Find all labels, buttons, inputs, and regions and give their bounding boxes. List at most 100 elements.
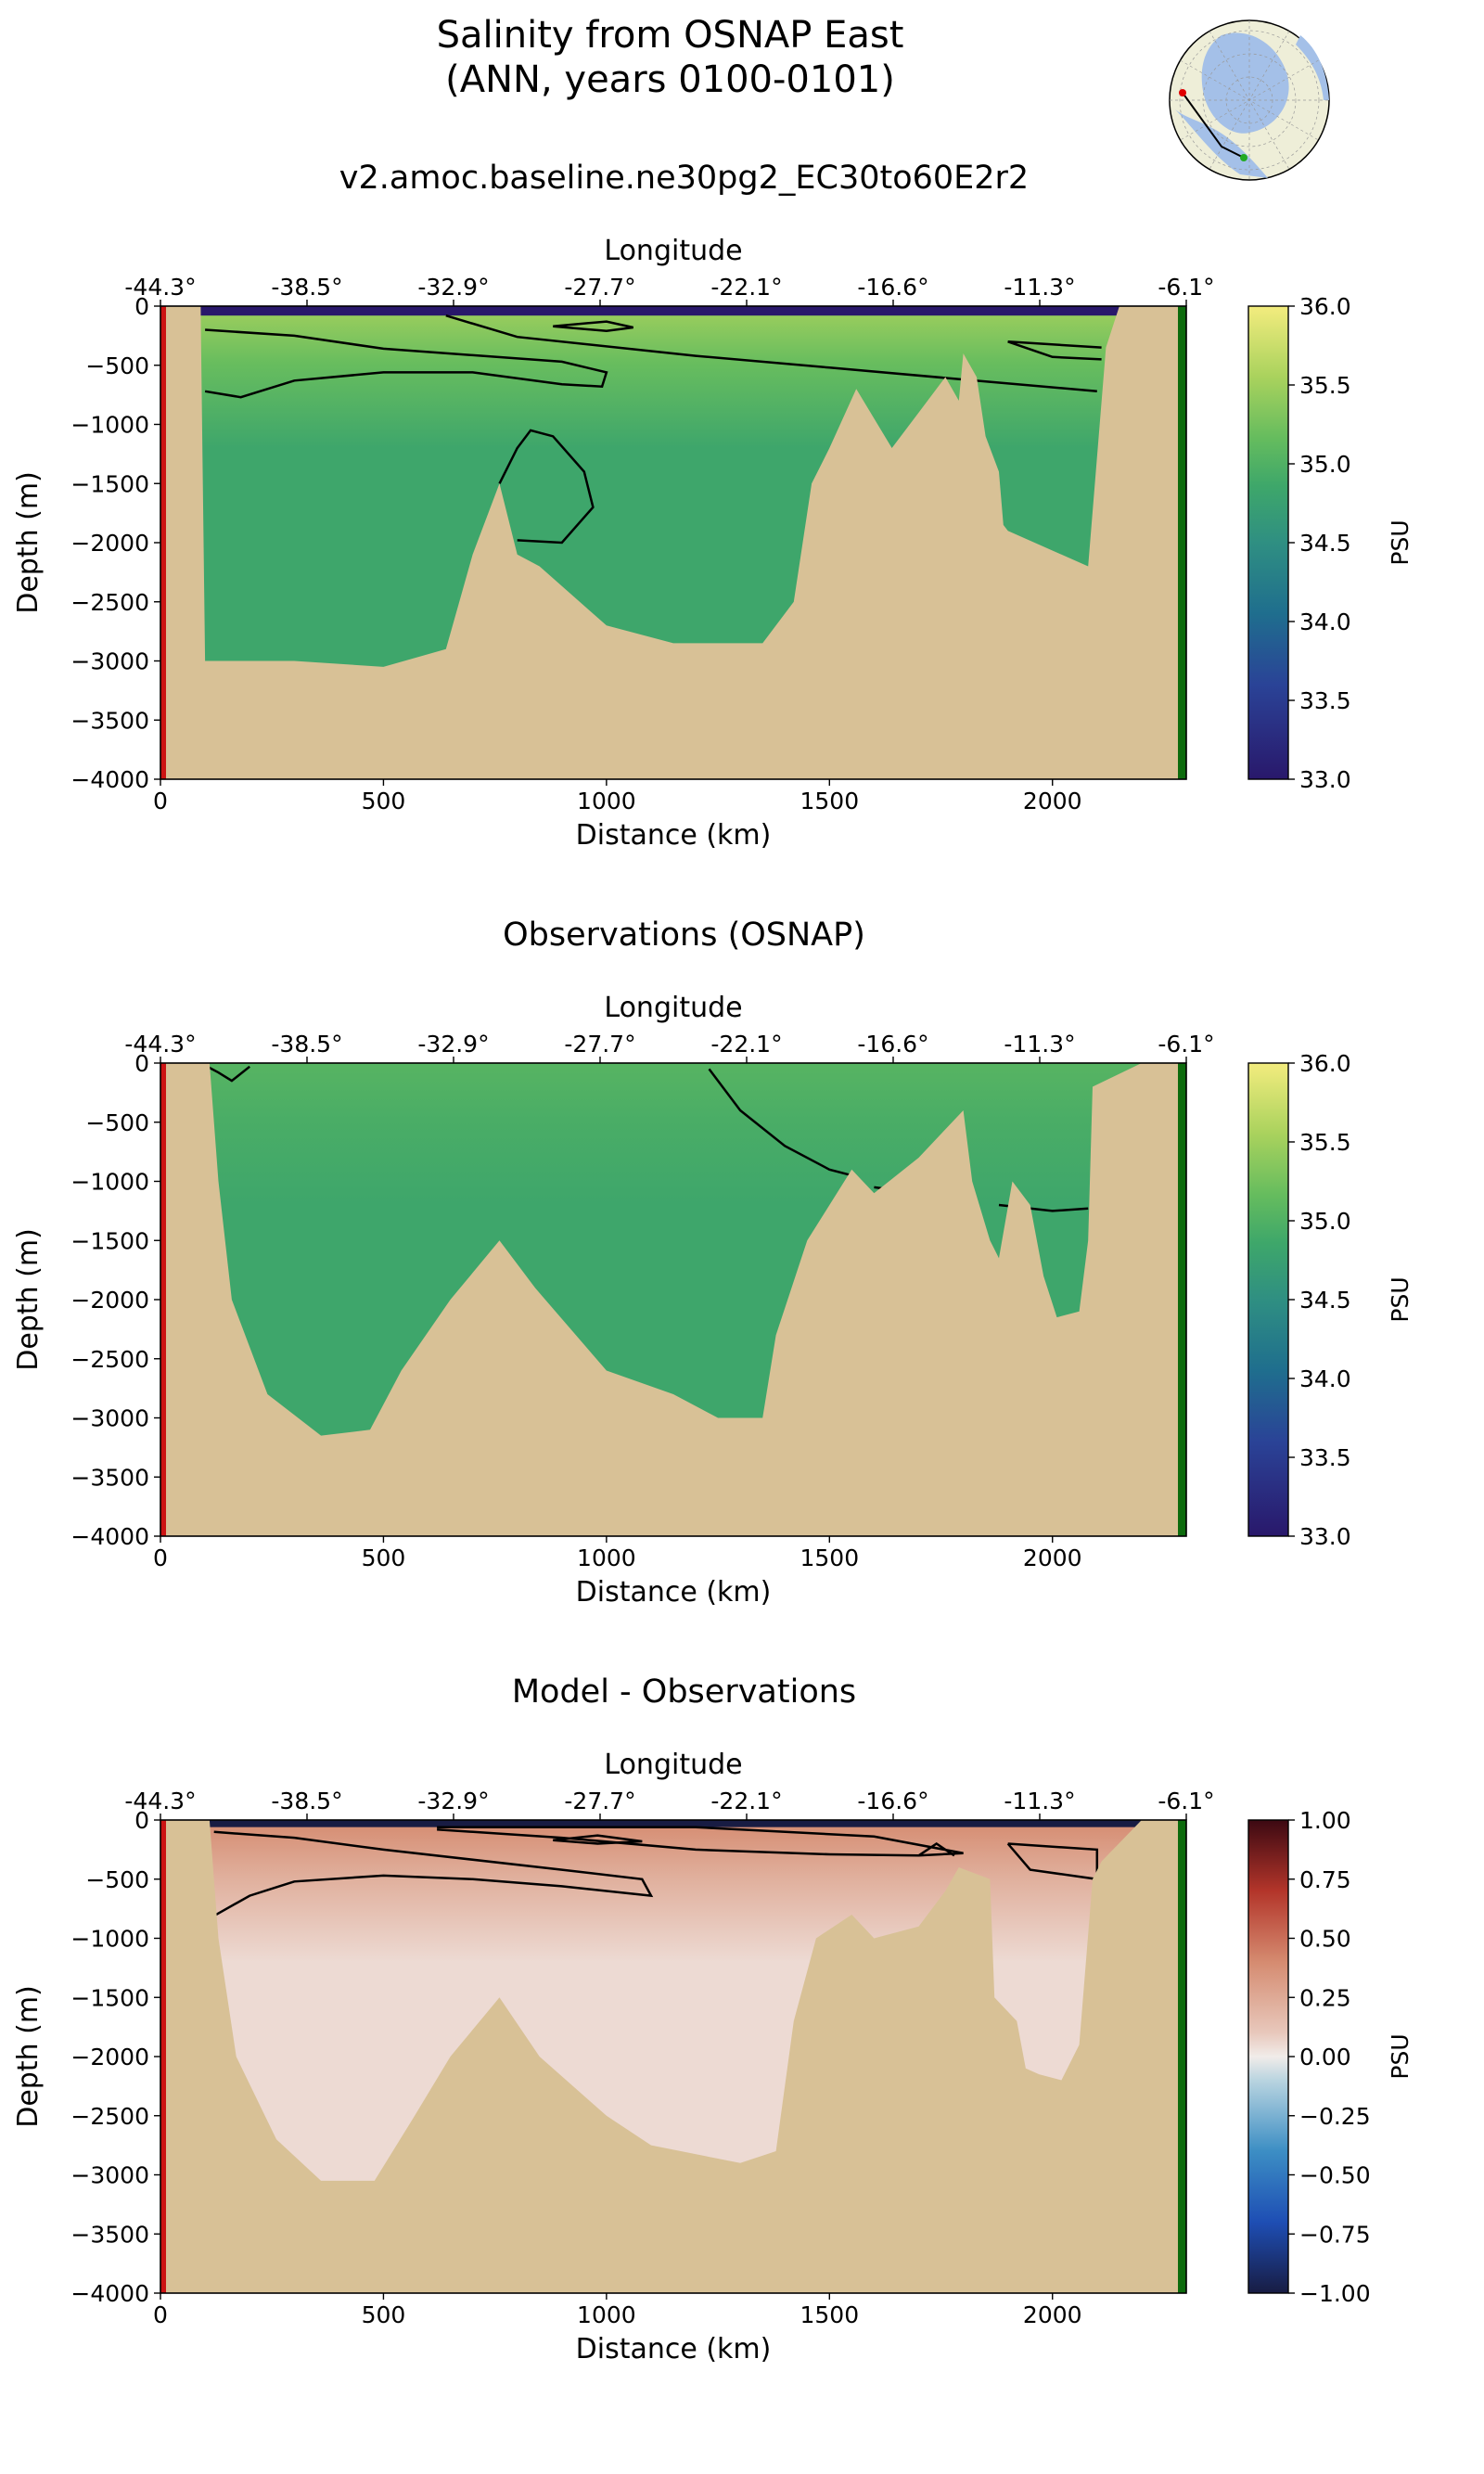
colorbar-tick-label: −1.00 (1299, 2280, 1371, 2307)
plot-area (160, 306, 1186, 779)
colorbar-tick-label: 35.5 (1299, 1129, 1351, 1156)
colorbar-label: PSU (1387, 519, 1414, 565)
top-tick-label: -16.6° (857, 274, 928, 301)
x-tick-label: 0 (153, 1545, 168, 1571)
y-axis-label: Depth (m) (12, 1228, 45, 1371)
top-tick-label: -32.9° (417, 274, 489, 301)
surface-layer (200, 1820, 1183, 1827)
surface-layer (200, 306, 1183, 316)
x-tick-label: 1000 (577, 2301, 636, 2328)
top-axis-label: Longitude (604, 992, 742, 1024)
x-tick-label: 1000 (577, 1545, 636, 1571)
colorbar-tick-label: 35.0 (1299, 1208, 1351, 1235)
colorbar (1247, 1062, 1289, 1537)
top-tick-label: -38.5° (271, 1788, 342, 1814)
y-tick-label: −2500 (70, 1346, 149, 1373)
x-tick-label: 500 (362, 788, 406, 814)
figure-title: Salinity from OSNAP East (ANN, years 010… (0, 13, 1340, 106)
top-tick-label: -27.7° (564, 1788, 635, 1814)
section-end-bar (1178, 1820, 1186, 2293)
top-tick-label: -44.3° (124, 1031, 196, 1058)
contour-line (553, 1834, 643, 1845)
section-start-marker (1179, 89, 1186, 96)
bathymetry-land (160, 1820, 1186, 2293)
section-line (1182, 92, 1245, 159)
bathymetry-land (160, 306, 1186, 779)
map-latitude-circle (1179, 30, 1320, 171)
contour-line (1007, 340, 1102, 361)
y-tick-label: −2500 (70, 589, 149, 616)
colorbar-tick-label: −0.75 (1299, 2221, 1371, 2248)
y-tick-label: −3500 (70, 707, 149, 734)
run-name-title: v2.amoc.baseline.ne30pg2_EC30to60E2r2 (339, 160, 1030, 197)
contour-line (498, 429, 595, 545)
y-axis-label: Depth (m) (12, 1985, 45, 2128)
section-end-bar (1178, 306, 1186, 779)
colorbar-tick-label: 35.0 (1299, 451, 1351, 478)
map-gridlines (1170, 20, 1329, 180)
colorbar-tick-label: 33.5 (1299, 687, 1351, 714)
colorbar-tick-label: 1.00 (1299, 1807, 1351, 1834)
map-pacific-ocean (1296, 35, 1329, 100)
colorbar-tick-label: 0.50 (1299, 1926, 1351, 1953)
contour-line (917, 1841, 955, 1857)
top-axis-label: Longitude (604, 1749, 742, 1781)
y-tick-label: −3500 (70, 2221, 149, 2248)
colorbar-tick-label: 0.25 (1299, 1984, 1351, 2011)
top-tick-label: -16.6° (857, 1031, 928, 1058)
colorbar-tick-label: 34.5 (1299, 530, 1351, 557)
plot-area (160, 1063, 1186, 1536)
top-tick-label: -16.6° (857, 1788, 928, 1814)
y-tick-label: −4000 (70, 1523, 149, 1550)
top-tick-label: -22.1° (710, 1788, 782, 1814)
colorbar-tick-label: 33.5 (1299, 1444, 1351, 1471)
top-tick-label: -11.3° (1004, 274, 1075, 301)
difference-panel: 0 500 1000 1500 2000 Distance (km) 0 −500 −1000 −… (12, 1749, 1414, 2365)
x-tick-label: 2000 (1023, 1545, 1082, 1571)
x-tick-label: 0 (153, 788, 168, 814)
observations-title: Observations (OSNAP) (503, 917, 865, 954)
top-axis-label: Longitude (604, 235, 742, 267)
plot-area (160, 1820, 1186, 2293)
x-axis-label: Distance (km) (576, 1576, 772, 1609)
colorbar-tick-label: −0.25 (1299, 2103, 1371, 2130)
colorbar (1247, 305, 1289, 780)
y-tick-label: −500 (85, 1866, 149, 1893)
top-tick-label: -44.3° (124, 1788, 196, 1814)
contour-line (213, 1830, 654, 1917)
inset-map (1169, 19, 1330, 181)
x-axis-label: Distance (km) (576, 819, 772, 852)
map-meridian (1180, 59, 1319, 141)
top-tick-label: -11.3° (1004, 1031, 1075, 1058)
model-panel: 0 500 1000 1500 2000 Distance (km) 0 −500 −1000 −… (12, 235, 1414, 852)
figure: Salinity from OSNAP East (ANN, years 010… (0, 13, 1414, 2365)
x-tick-label: 1500 (800, 1545, 859, 1571)
figure-title-line1: Salinity from OSNAP East (436, 14, 904, 57)
colorbar-tick-label: 36.0 (1299, 1050, 1351, 1077)
section-start-bar (160, 306, 166, 779)
y-tick-label: −3000 (70, 648, 149, 675)
y-tick-label: −1000 (70, 412, 149, 439)
y-tick-label: 0 (134, 1807, 149, 1834)
top-tick-label: -6.1° (1158, 1031, 1214, 1058)
y-tick-label: −2000 (70, 1287, 149, 1314)
map-arctic-ocean (1201, 32, 1289, 134)
top-tick-label: -22.1° (710, 274, 782, 301)
y-tick-label: −500 (85, 353, 149, 379)
y-tick-label: −1500 (70, 1227, 149, 1254)
x-axis-label: Distance (km) (576, 2333, 772, 2365)
y-tick-label: −3000 (70, 1405, 149, 1432)
contour-line (437, 1826, 964, 1857)
contour-line (204, 328, 608, 399)
top-tick-label: -6.1° (1158, 1788, 1214, 1814)
section-end-bar (1178, 1063, 1186, 1536)
bathymetry-land (160, 1063, 1186, 1536)
colorbar-tick-label: 35.5 (1299, 372, 1351, 399)
x-tick-label: 1000 (577, 788, 636, 814)
x-tick-label: 1500 (800, 788, 859, 814)
top-tick-label: -32.9° (417, 1788, 489, 1814)
y-tick-label: −2000 (70, 2044, 149, 2070)
x-tick-label: 1500 (800, 2301, 859, 2328)
colorbar-tick-label: 33.0 (1299, 1523, 1351, 1550)
observations-panel: 0 500 1000 1500 2000 Distance (km) 0 −500 −1000 −… (12, 992, 1414, 1609)
